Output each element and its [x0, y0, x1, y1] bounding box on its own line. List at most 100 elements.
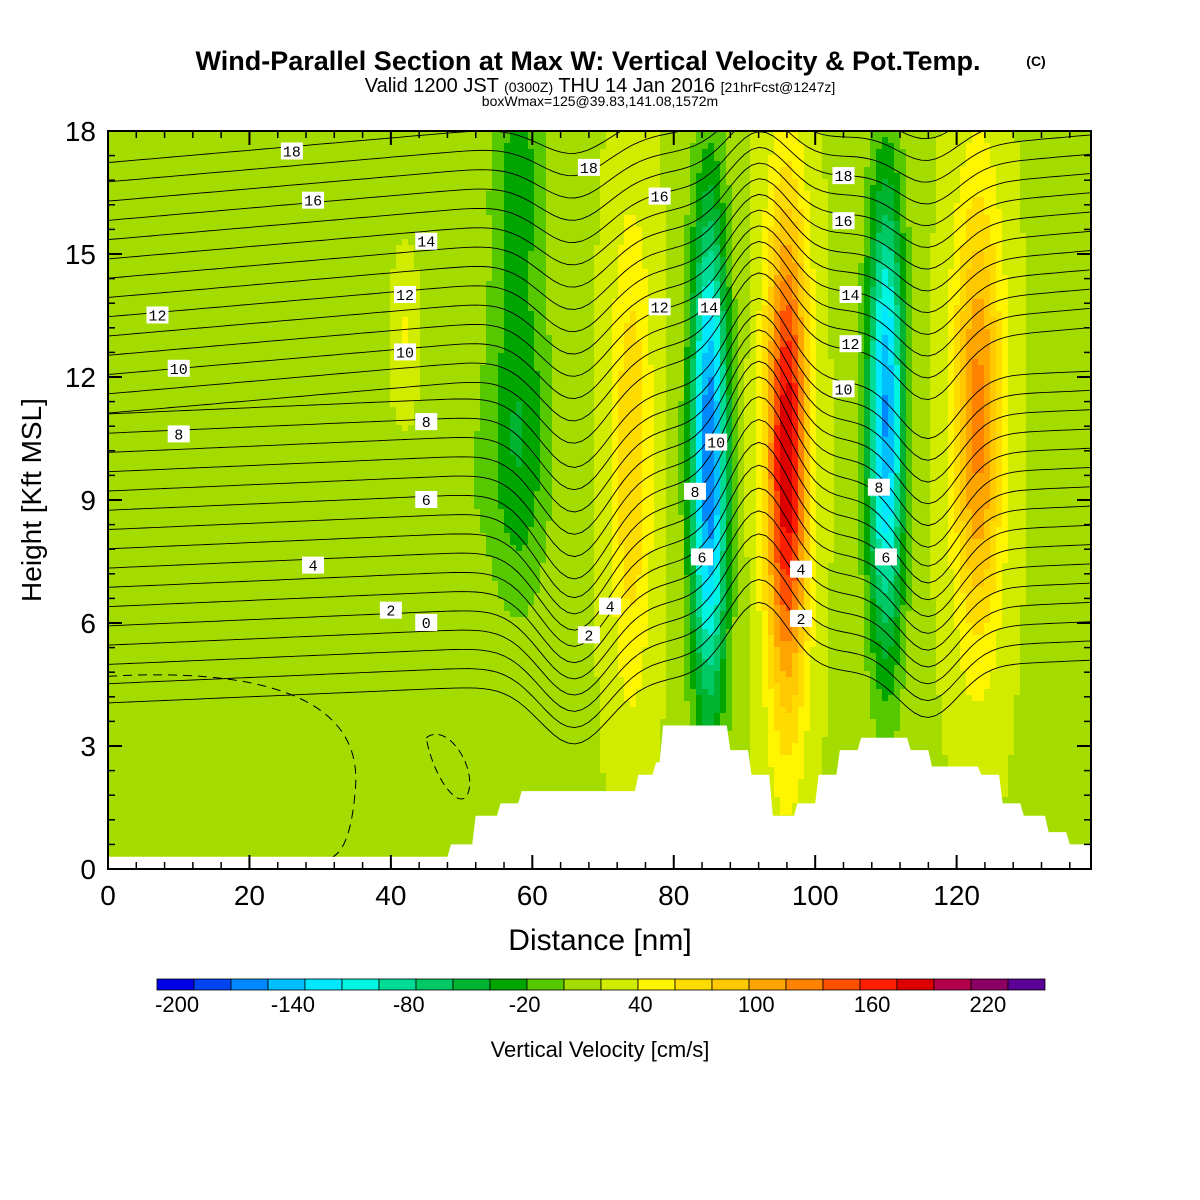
w-field-cell — [1068, 209, 1075, 216]
w-field-cell — [822, 137, 829, 144]
w-field-cell — [690, 269, 697, 276]
w-field-cell — [870, 209, 877, 216]
w-field-cell — [1032, 221, 1039, 228]
w-field-cell — [456, 143, 463, 150]
w-field-cell — [678, 275, 685, 282]
w-field-cell — [192, 149, 199, 156]
w-field-cell — [498, 143, 505, 150]
w-field-cell — [492, 161, 499, 168]
w-field-cell — [366, 191, 373, 198]
w-field-cell — [366, 149, 373, 156]
w-field-cell — [306, 173, 313, 180]
w-field-cell — [120, 143, 127, 150]
w-field-cell — [918, 239, 925, 246]
w-field-cell — [450, 311, 457, 318]
w-field-cell — [570, 143, 577, 150]
w-field-cell — [444, 167, 451, 174]
w-field-cell — [240, 149, 247, 156]
w-field-cell — [414, 149, 421, 156]
w-field-cell — [534, 233, 541, 240]
w-field-cell — [294, 281, 301, 288]
w-field-cell — [1080, 161, 1087, 168]
w-field-cell — [1002, 281, 1009, 288]
w-field-cell — [222, 143, 229, 150]
w-field-cell — [570, 233, 577, 240]
w-field-cell — [960, 173, 967, 180]
w-field-cell — [690, 227, 697, 234]
w-field-cell — [984, 173, 991, 180]
w-field-cell — [606, 161, 613, 168]
w-field-cell — [576, 143, 583, 150]
w-field-cell — [852, 155, 859, 162]
w-field-cell — [1014, 305, 1021, 312]
w-field-cell — [612, 227, 619, 234]
w-field-cell — [702, 149, 709, 156]
w-field-cell — [288, 179, 295, 186]
w-field-cell — [576, 245, 583, 252]
w-field-cell — [900, 197, 907, 204]
w-field-cell — [636, 251, 643, 258]
w-field-cell — [546, 293, 553, 300]
w-field-cell — [900, 137, 907, 144]
w-field-cell — [528, 251, 535, 258]
w-field-cell — [1056, 293, 1063, 300]
w-field-cell — [876, 227, 883, 234]
w-field-cell — [1044, 209, 1051, 216]
w-field-cell — [378, 257, 385, 264]
w-field-cell — [1008, 203, 1015, 210]
w-field-cell — [228, 131, 235, 138]
w-field-cell — [648, 281, 655, 288]
w-field-cell — [696, 263, 703, 270]
w-field-cell — [834, 233, 841, 240]
w-field-cell — [654, 167, 661, 174]
w-field-cell — [654, 221, 661, 228]
w-field-cell — [714, 167, 721, 174]
w-field-cell — [438, 251, 445, 258]
w-field-cell — [1020, 245, 1027, 252]
w-field-cell — [750, 161, 757, 168]
w-field-cell — [684, 167, 691, 174]
w-field-cell — [948, 203, 955, 210]
w-field-cell — [342, 227, 349, 234]
w-field-cell — [1074, 197, 1081, 204]
w-field-cell — [954, 281, 961, 288]
w-field-cell — [1080, 299, 1087, 306]
w-field-cell — [912, 137, 919, 144]
w-field-cell — [960, 293, 967, 300]
w-field-cell — [444, 137, 451, 144]
w-field-cell — [264, 173, 271, 180]
w-field-cell — [912, 191, 919, 198]
w-field-cell — [1032, 245, 1039, 252]
w-field-cell — [1002, 287, 1009, 294]
w-field-cell — [1056, 143, 1063, 150]
w-field-cell — [594, 287, 601, 294]
w-field-cell — [618, 155, 625, 162]
w-field-cell — [180, 197, 187, 204]
w-field-cell — [114, 221, 121, 228]
w-field-cell — [1032, 251, 1039, 258]
w-field-cell — [138, 287, 145, 294]
w-field-cell — [618, 167, 625, 174]
w-field-cell — [954, 263, 961, 270]
w-field-cell — [804, 179, 811, 186]
w-field-cell — [798, 239, 805, 246]
w-field-cell — [642, 167, 649, 174]
w-field-cell — [744, 221, 751, 228]
w-field-cell — [936, 293, 943, 300]
w-field-cell — [816, 287, 823, 294]
w-field-cell — [996, 305, 1003, 312]
w-field-cell — [246, 149, 253, 156]
w-field-cell — [942, 287, 949, 294]
w-field-cell — [588, 155, 595, 162]
w-field-cell — [462, 161, 469, 168]
w-field-cell — [864, 143, 871, 150]
w-field-cell — [228, 269, 235, 276]
w-field-cell — [1062, 275, 1069, 282]
w-field-cell — [552, 293, 559, 300]
w-field-cell — [816, 137, 823, 144]
w-field-cell — [1014, 137, 1021, 144]
w-field-cell — [282, 275, 289, 282]
w-field-cell — [558, 179, 565, 186]
w-field-cell — [990, 269, 997, 276]
w-field-cell — [798, 167, 805, 174]
